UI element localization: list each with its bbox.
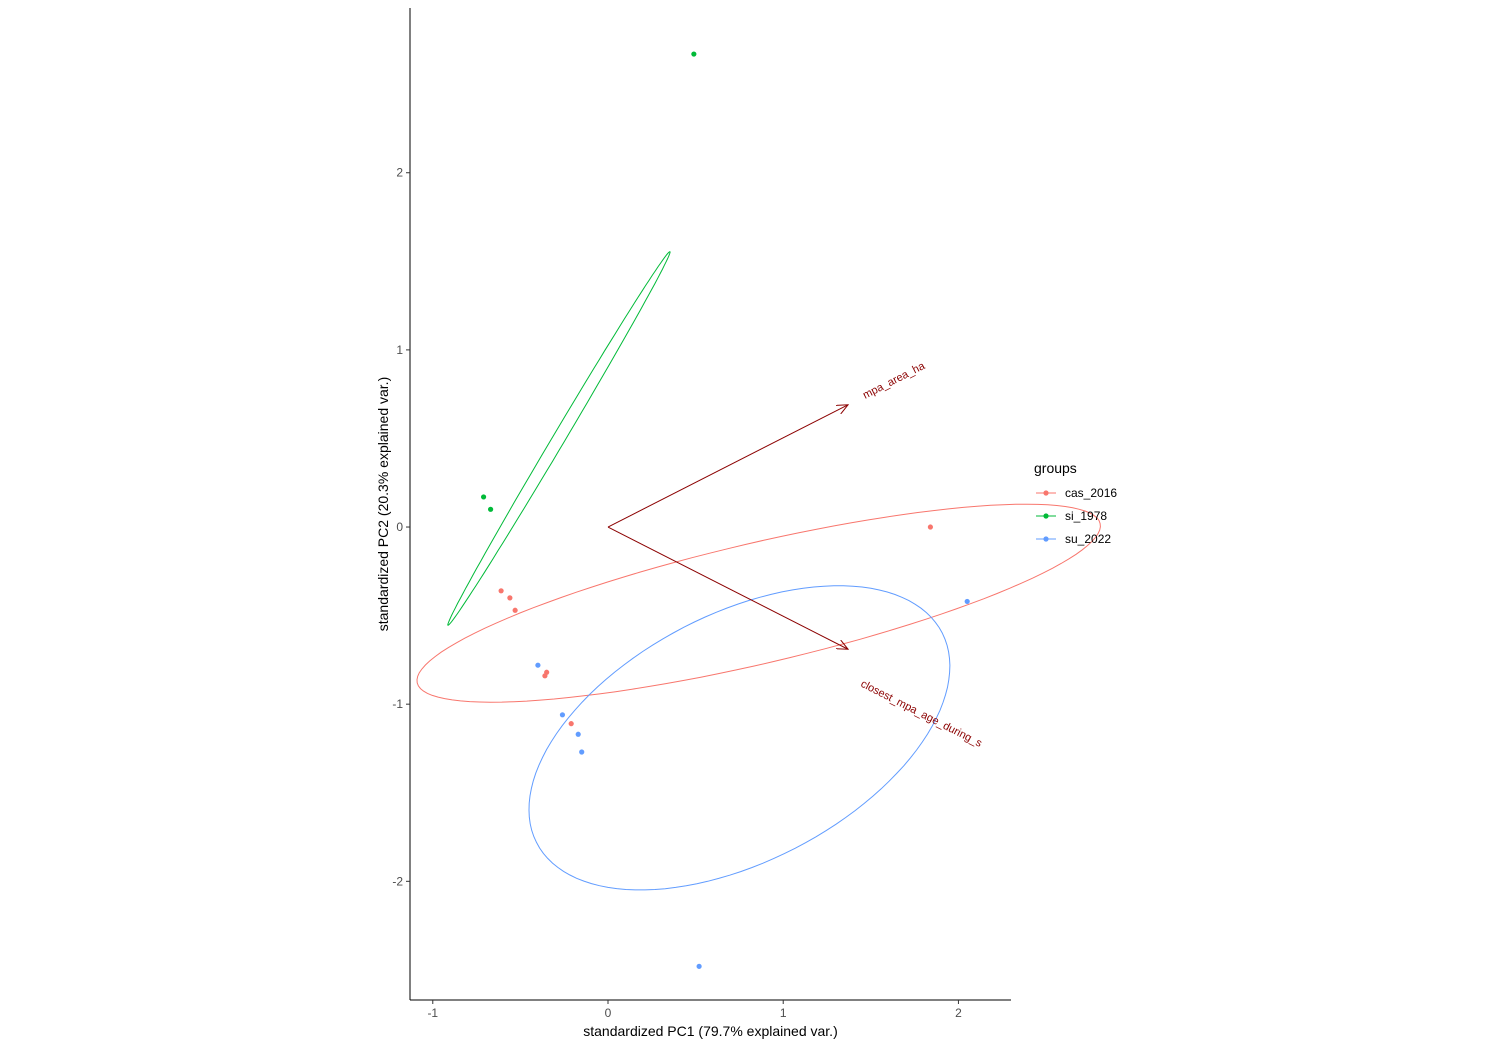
point-cas_2016 xyxy=(542,673,548,679)
legend-label: si_1978 xyxy=(1065,509,1107,523)
point-su_2022 xyxy=(579,749,585,755)
legend-label: cas_2016 xyxy=(1065,486,1117,500)
y-tick-label: -1 xyxy=(392,697,403,711)
point-su_2022 xyxy=(575,731,581,737)
point-cas_2016 xyxy=(507,595,513,601)
y-tick-label: 2 xyxy=(396,166,403,180)
ellipse-si_1978 xyxy=(447,251,671,626)
point-su_2022 xyxy=(696,963,702,969)
variable-label: closest_mpa_age_during_s xyxy=(859,678,985,750)
point-cas_2016 xyxy=(512,607,518,613)
ellipse-cas_2016 xyxy=(416,503,1101,703)
y-tick-label: 1 xyxy=(396,343,403,357)
legend-key-si_1978 xyxy=(1036,513,1056,519)
y-tick-label: 0 xyxy=(396,520,403,534)
x-tick-label: 1 xyxy=(780,1006,787,1020)
confidence-ellipses xyxy=(416,251,1101,891)
y-axis-title: standardized PC2 (20.3% explained var.) xyxy=(375,377,391,631)
legend-title: groups xyxy=(1034,460,1077,476)
y-axis-ticks: -2 -1 0 1 2 xyxy=(392,166,410,888)
legend-key-cas_2016 xyxy=(1036,490,1056,496)
arrow-mpa_area_ha xyxy=(607,405,848,528)
data-points xyxy=(480,51,970,969)
legend-label: su_2022 xyxy=(1065,532,1111,546)
x-axis-title: standardized PC1 (79.7% explained var.) xyxy=(583,1023,837,1039)
point-su_2022 xyxy=(964,598,970,605)
x-tick-label: 2 xyxy=(955,1006,962,1020)
arrow-closest_mpa_age_during_s xyxy=(607,526,848,649)
ellipse-su_2022 xyxy=(528,585,951,891)
axes xyxy=(409,8,1011,1001)
legend-key-su_2022 xyxy=(1036,536,1056,542)
x-tick-label: 0 xyxy=(605,1006,612,1020)
point-si_1978 xyxy=(691,51,697,57)
point-su_2022 xyxy=(535,662,541,668)
point-si_1978 xyxy=(480,494,487,500)
x-axis-ticks: -1 0 1 2 xyxy=(427,1000,962,1020)
variable-labels: mpa_area_ha closest_mpa_age_during_s xyxy=(859,360,985,750)
variable-arrows xyxy=(607,405,848,649)
variable-label: mpa_area_ha xyxy=(861,360,928,402)
y-tick-label: -2 xyxy=(392,874,403,888)
point-cas_2016 xyxy=(927,524,933,530)
point-cas_2016 xyxy=(498,588,504,594)
point-su_2022 xyxy=(559,712,566,718)
point-si_1978 xyxy=(488,506,494,512)
legend: groups cas_2016 si_1978 su_2022 xyxy=(1034,460,1117,546)
point-cas_2016 xyxy=(568,721,574,727)
x-tick-label: -1 xyxy=(427,1006,438,1020)
